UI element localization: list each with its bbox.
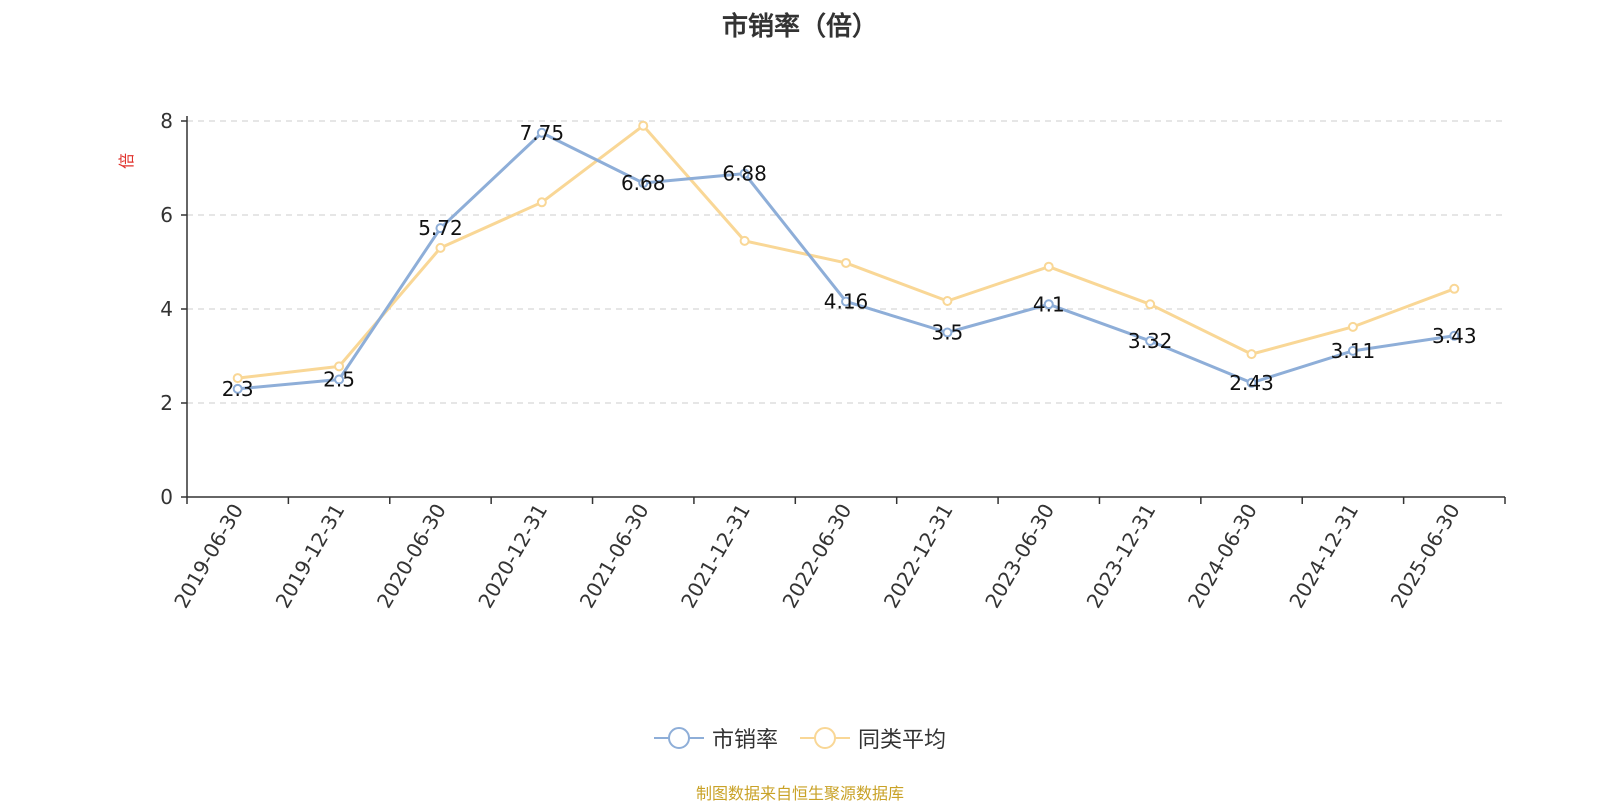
data-label: 3.11 [1331, 339, 1376, 363]
x-tick-label: 2024-06-30 [1183, 500, 1262, 613]
x-tick-label: 2022-06-30 [777, 500, 856, 613]
source-note: 制图数据来自恒生聚源数据库 [695, 784, 904, 803]
series-1-point [638, 178, 649, 189]
data-label: 7.75 [520, 121, 565, 145]
data-label: 3.43 [1432, 324, 1477, 348]
x-tick-label: 2021-06-30 [575, 500, 654, 613]
legend-item-series-1[interactable]: 市销率 [653, 722, 778, 754]
x-tick-label: 2022-12-31 [879, 500, 958, 613]
y-tick-label: 6 [160, 203, 173, 227]
y-axis-unit-label: 倍 [117, 153, 136, 169]
x-tick-label: 2025-06-30 [1386, 500, 1465, 613]
data-label: 2.43 [1229, 371, 1274, 395]
series-2-point [638, 120, 649, 131]
series-2-point [1043, 261, 1054, 272]
legend-item-series-2[interactable]: 同类平均 [800, 722, 946, 754]
data-label: 4.16 [824, 289, 869, 313]
series-2-point [536, 197, 547, 208]
axes: 0 2 4 6 8 2019-06-30 2019-12-31 2020-06-30 2020-… [160, 109, 1506, 613]
x-tick-label: 2019-06-30 [169, 500, 248, 613]
data-label: 5.72 [418, 216, 463, 240]
series-2-point [1449, 283, 1460, 294]
series-1-point [1043, 299, 1054, 310]
series-2-point [1145, 299, 1156, 310]
series-1-point [942, 327, 953, 338]
data-labels: 2.3 2.5 5.72 7.75 6.68 6.88 4.16 3.5 4.1 3.32 2.43… [222, 121, 1477, 401]
series-2-point [942, 296, 953, 307]
y-tick-label: 4 [160, 297, 173, 321]
series-2-point [232, 373, 243, 384]
data-label: 2.5 [323, 368, 355, 392]
data-label: 4.1 [1033, 292, 1065, 316]
legend-swatch-series-2 [800, 727, 850, 749]
legend: 市销率 同类平均 [0, 722, 1600, 754]
x-tick-label: 2023-06-30 [980, 500, 1059, 613]
x-tick-label: 2021-12-31 [676, 500, 755, 613]
series-1-point [536, 127, 547, 138]
data-label: 6.88 [722, 162, 767, 186]
data-label: 6.68 [621, 171, 666, 195]
x-tick-label: 2024-12-31 [1284, 500, 1363, 613]
legend-label-series-2: 同类平均 [858, 728, 947, 753]
data-label: 3.32 [1128, 329, 1173, 353]
series-2-point [841, 257, 851, 268]
legend-swatch-series-1 [653, 727, 704, 749]
series-1-point [739, 168, 750, 179]
series-1-point [1145, 335, 1156, 346]
legend-label-series-1: 市销率 [711, 728, 778, 753]
y-tick-label: 8 [160, 109, 173, 133]
series-1-point [1449, 330, 1460, 341]
series-1-point [232, 383, 243, 394]
y-tick-label: 0 [160, 485, 173, 509]
data-label: 3.5 [931, 321, 963, 345]
series-1-point [841, 296, 851, 307]
series-1-point [1347, 345, 1358, 356]
data-label: 2.3 [222, 377, 254, 401]
series-lines [232, 120, 1460, 394]
series-2-point [1347, 321, 1358, 332]
series-line-2 [237, 124, 1455, 380]
x-tick-label: 2023-12-31 [1082, 500, 1161, 613]
series-1-point [435, 223, 446, 234]
x-tick-label: 2020-06-30 [372, 500, 451, 613]
x-tick-label: 2020-12-31 [473, 500, 552, 613]
y-tick-label: 2 [160, 391, 173, 415]
x-tick-label: 2019-12-31 [271, 500, 350, 613]
series-2-point [739, 235, 750, 246]
series-2-point [334, 361, 345, 372]
chart-title: 市销率（倍） [721, 12, 878, 42]
series-1-point [334, 374, 345, 385]
series-1-point [1246, 377, 1257, 388]
series-2-point [1246, 349, 1257, 360]
series-2-point [435, 242, 446, 253]
